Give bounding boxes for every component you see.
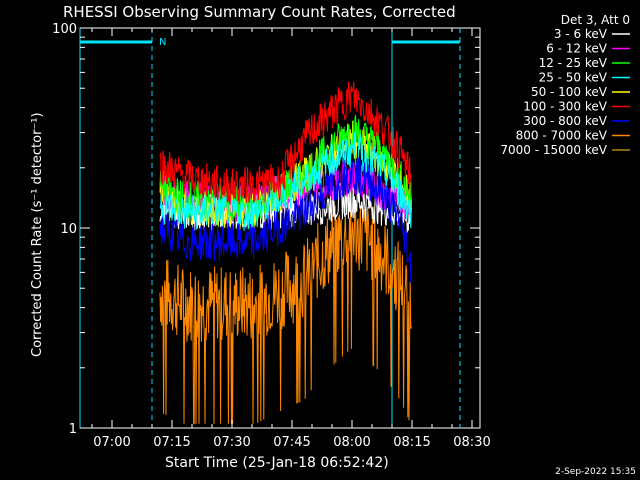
flag-lines: N <box>79 28 461 428</box>
night-flag-label: N <box>159 37 166 48</box>
series-line <box>159 157 412 284</box>
legend-header: Det 3, Att 0 <box>561 13 630 27</box>
series-group <box>159 81 412 425</box>
y-tick-label: 1 <box>69 422 77 437</box>
series-line <box>159 191 412 425</box>
legend-label: 6 - 12 keV <box>546 42 608 56</box>
y-axis: 1 10 100 <box>52 22 480 437</box>
x-tick-label: 08:15 <box>393 435 430 450</box>
legend-label: 50 - 100 keV <box>531 85 608 99</box>
x-axis: 07:00 07:15 07:30 07:45 08:00 08:15 08:30 <box>91 28 491 450</box>
chart-title: RHESSI Observing Summary Count Rates, Co… <box>63 3 456 21</box>
x-tick-label: 07:15 <box>153 435 190 450</box>
legend-label: 3 - 6 keV <box>554 27 608 41</box>
timestamp: 2-Sep-2022 15:35 <box>555 467 636 477</box>
y-axis-title: Corrected Count Rate (s⁻¹ detector⁻¹) <box>30 112 45 357</box>
legend-label: 800 - 7000 keV <box>516 129 608 143</box>
legend-label: 25 - 50 keV <box>539 71 608 85</box>
x-tick-label: 07:45 <box>273 435 310 450</box>
legend-label: 100 - 300 keV <box>523 100 607 114</box>
legend-label: 12 - 25 keV <box>539 56 608 70</box>
legend-label: 7000 - 15000 keV <box>500 143 607 157</box>
legend-label: 300 - 800 keV <box>523 114 607 128</box>
x-tick-label: 08:00 <box>333 435 370 450</box>
x-tick-label: 07:30 <box>213 435 250 450</box>
x-tick-label: 07:00 <box>93 435 130 450</box>
x-axis-title: Start Time (25-Jan-18 06:52:42) <box>165 455 389 471</box>
y-tick-label: 100 <box>52 22 77 37</box>
x-tick-label: 08:30 <box>453 435 490 450</box>
series-line <box>159 114 412 222</box>
y-tick-label: 10 <box>60 222 77 237</box>
series-line <box>159 81 412 205</box>
